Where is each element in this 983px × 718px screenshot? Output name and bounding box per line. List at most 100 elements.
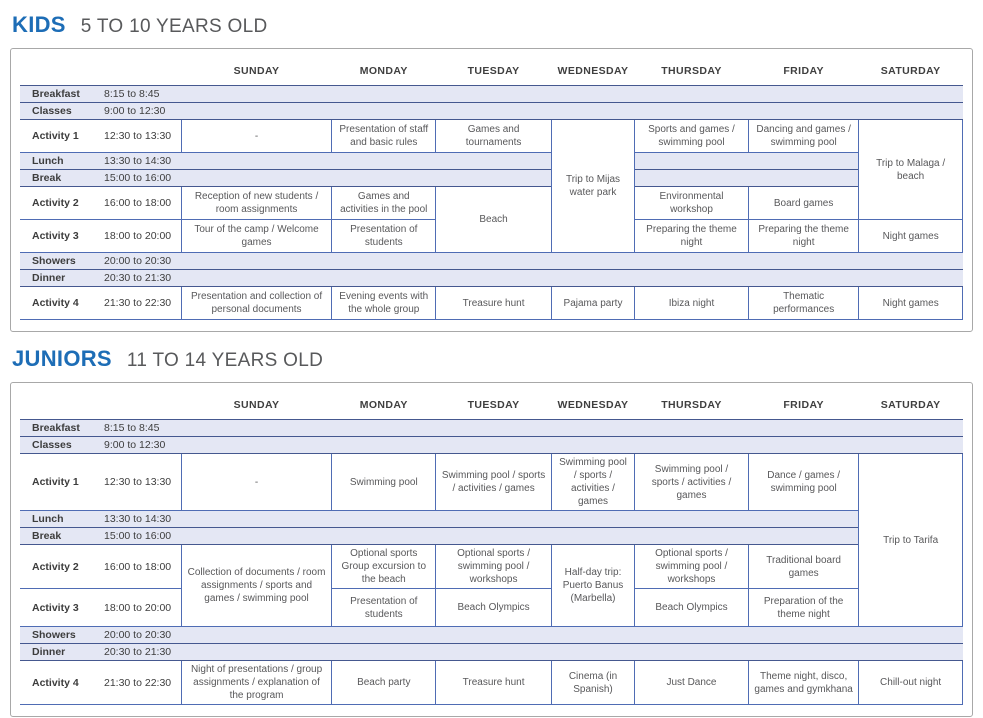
schedule-cell: Night of presentations / group assignmen… [180,660,333,705]
row-label: Activity 3 [20,588,102,627]
column-header-saturday: SATURDAY [880,65,941,77]
row-label: Breakfast [20,85,102,103]
band-cell [181,643,963,661]
kids-schedule-table: SUNDAY MONDAY TUESDAY WEDNESDAY THURSDAY FRID… [20,63,963,320]
column-header-monday: MONDAY [359,399,408,411]
band-cell [181,527,859,545]
schedule-cell: Swimming pool [331,453,437,511]
row-label: Showers [20,252,102,270]
row-label: Dinner [20,269,102,287]
schedule-cell: Theme night, disco, games and gymkhana [747,660,860,705]
schedule-cell: Pajama party [551,286,635,320]
column-header-wednesday: WEDNESDAY [557,65,629,77]
band-cell [181,510,859,528]
schedule-cell: Ibiza night [633,286,750,320]
schedule-cell: Traditional board games [747,544,860,589]
table-row-classes: Classes 9:00 to 12:30 [20,436,963,454]
section-title: JUNIORS [12,346,112,371]
section-title: KIDS [12,12,66,37]
column-header-saturday: SATURDAY [880,399,941,411]
row-time: 12:30 to 13:30 [101,119,182,153]
row-label: Classes [20,102,102,120]
row-time: 13:30 to 14:30 [101,510,182,528]
table-row-showers: Showers 20:00 to 20:30 [20,252,963,270]
schedule-cell: Beach party [331,660,437,705]
column-header-sunday: SUNDAY [233,399,280,411]
schedule-cell: Presentation of students [331,219,437,253]
table-row-lunch: Lunch 13:30 to 14:30 [20,510,963,528]
schedule-cell: Swimming pool / sports / activities / ga… [551,453,635,511]
row-time: 20:30 to 21:30 [101,643,182,661]
schedule-cell: Presentation and collection of personal … [180,286,333,320]
table-row-activity-3: Activity 3 18:00 to 20:00 Presentation of … [20,588,963,627]
schedule-cell: Environmental workshop [633,186,750,220]
schedule-cell: Trip to Tarifa [858,453,963,627]
row-label: Activity 3 [20,219,102,253]
band-cell [181,626,963,644]
row-label: Breakfast [20,419,102,437]
schedule-cell: Tour of the camp / Welcome games [180,219,333,253]
row-time: 15:00 to 16:00 [101,169,182,187]
schedule-cell: Just Dance [633,660,750,705]
band-cell [181,436,963,454]
schedule-cell: Board games [747,186,860,220]
table-row-break: Break 15:00 to 16:00 [20,169,963,187]
row-label: Activity 2 [20,544,102,589]
kids-section: KIDS 5 TO 10 YEARS OLD SUNDAY MONDAY TUESD… [10,12,973,332]
row-label: Activity 2 [20,186,102,220]
band-cell [181,419,963,437]
schedule-cell: Trip to Mijas water park [551,119,635,253]
band-cell [181,102,963,120]
row-label: Classes [20,436,102,454]
header-row: SUNDAY MONDAY TUESDAY WEDNESDAY THURSDAY FRID… [20,63,963,86]
column-header-spacer [20,63,181,86]
schedule-cell: Optional sports / swimming pool / worksh… [435,544,553,589]
band-cell [181,152,552,170]
schedule-cell: Night games [858,286,963,320]
row-label: Lunch [20,510,102,528]
band-cell [634,169,859,187]
column-header-thursday: THURSDAY [661,399,722,411]
schedule-cell: Beach Olympics [435,588,553,627]
schedule-cell: Preparing the theme night [747,219,860,253]
schedule-cell: Trip to Malaga / beach [858,119,963,220]
table-row-activity-1: Activity 1 12:30 to 13:30- Presentation of… [20,119,963,253]
schedule-cell: - [180,119,333,153]
table-row-dinner: Dinner 20:30 to 21:30 [20,643,963,661]
schedule-cell: Night games [858,219,963,253]
kids-table-box: SUNDAY MONDAY TUESDAY WEDNESDAY THURSDAY FRID… [10,48,973,332]
schedule-cell: Beach Olympics [633,588,750,627]
row-time: 20:00 to 20:30 [101,252,182,270]
schedule-cell: Optional sports Group excursion to the b… [331,544,437,589]
column-header-friday: FRIDAY [783,399,824,411]
schedule-cell: Dancing and games / swimming pool [747,119,860,153]
schedule-cell: Half-day trip: Puerto Banus (Marbella) [551,544,635,627]
column-header-tuesday: TUESDAY [467,399,520,411]
schedule-cell: Thematic performances [747,286,860,320]
row-label: Activity 1 [20,453,102,511]
row-label: Showers [20,626,102,644]
row-label: Break [20,169,102,187]
column-header-thursday: THURSDAY [661,65,722,77]
row-time: 8:15 to 8:45 [101,85,182,103]
band-cell [634,152,859,170]
band-cell [181,169,552,187]
juniors-section: JUNIORS 11 TO 14 YEARS OLD SUNDAY MONDAY T… [10,346,973,717]
table-row-breakfast: Breakfast 8:15 to 8:45 [20,85,963,103]
schedule-cell: Optional sports / swimming pool / worksh… [633,544,750,589]
row-label: Break [20,527,102,545]
schedule-cell: Chill-out night [858,660,963,705]
table-row-dinner: Dinner 20:30 to 21:30 [20,269,963,287]
schedule-cell: Dance / games / swimming pool [747,453,860,511]
row-time: 13:30 to 14:30 [101,152,182,170]
section-subtitle: 5 TO 10 YEARS OLD [80,16,268,37]
juniors-title-row: JUNIORS 11 TO 14 YEARS OLD [12,346,973,372]
row-label: Activity 4 [20,286,102,320]
schedule-cell: Reception of new students / room assignm… [180,186,333,220]
row-label: Activity 1 [20,119,102,153]
schedule-cell: Beach [435,186,553,253]
row-time: 20:00 to 20:30 [101,626,182,644]
row-label: Lunch [20,152,102,170]
band-cell [181,85,963,103]
